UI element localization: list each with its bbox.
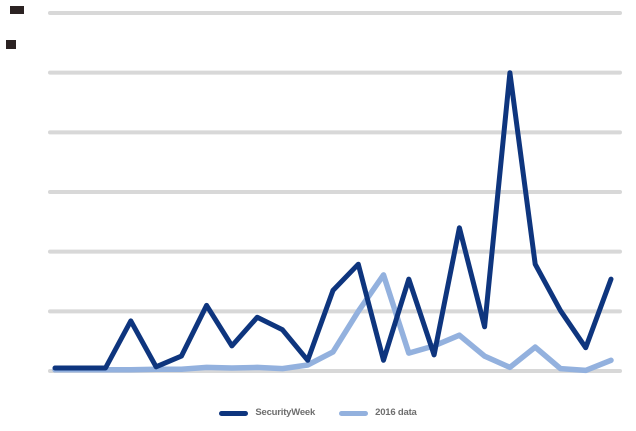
series-line-securityweek (52, 70, 614, 371)
series-line-2016-data (52, 272, 614, 374)
gridlines (48, 11, 622, 373)
series-2-line-swatch (339, 410, 369, 416)
series-1-legend-label: SecurityWeek (255, 407, 316, 418)
dark-mark-top-left-1 (10, 6, 24, 14)
series-2-legend-label: 2016 data (375, 407, 417, 418)
dark-mark-top-left-2 (6, 40, 16, 49)
legend: SecurityWeek 2016 data (0, 403, 636, 423)
legend-item-series-2[interactable]: 2016 data (339, 403, 417, 423)
series-1-line-swatch (219, 410, 249, 416)
legend-item-series-1[interactable]: SecurityWeek (219, 403, 315, 423)
series-lines (52, 70, 614, 374)
